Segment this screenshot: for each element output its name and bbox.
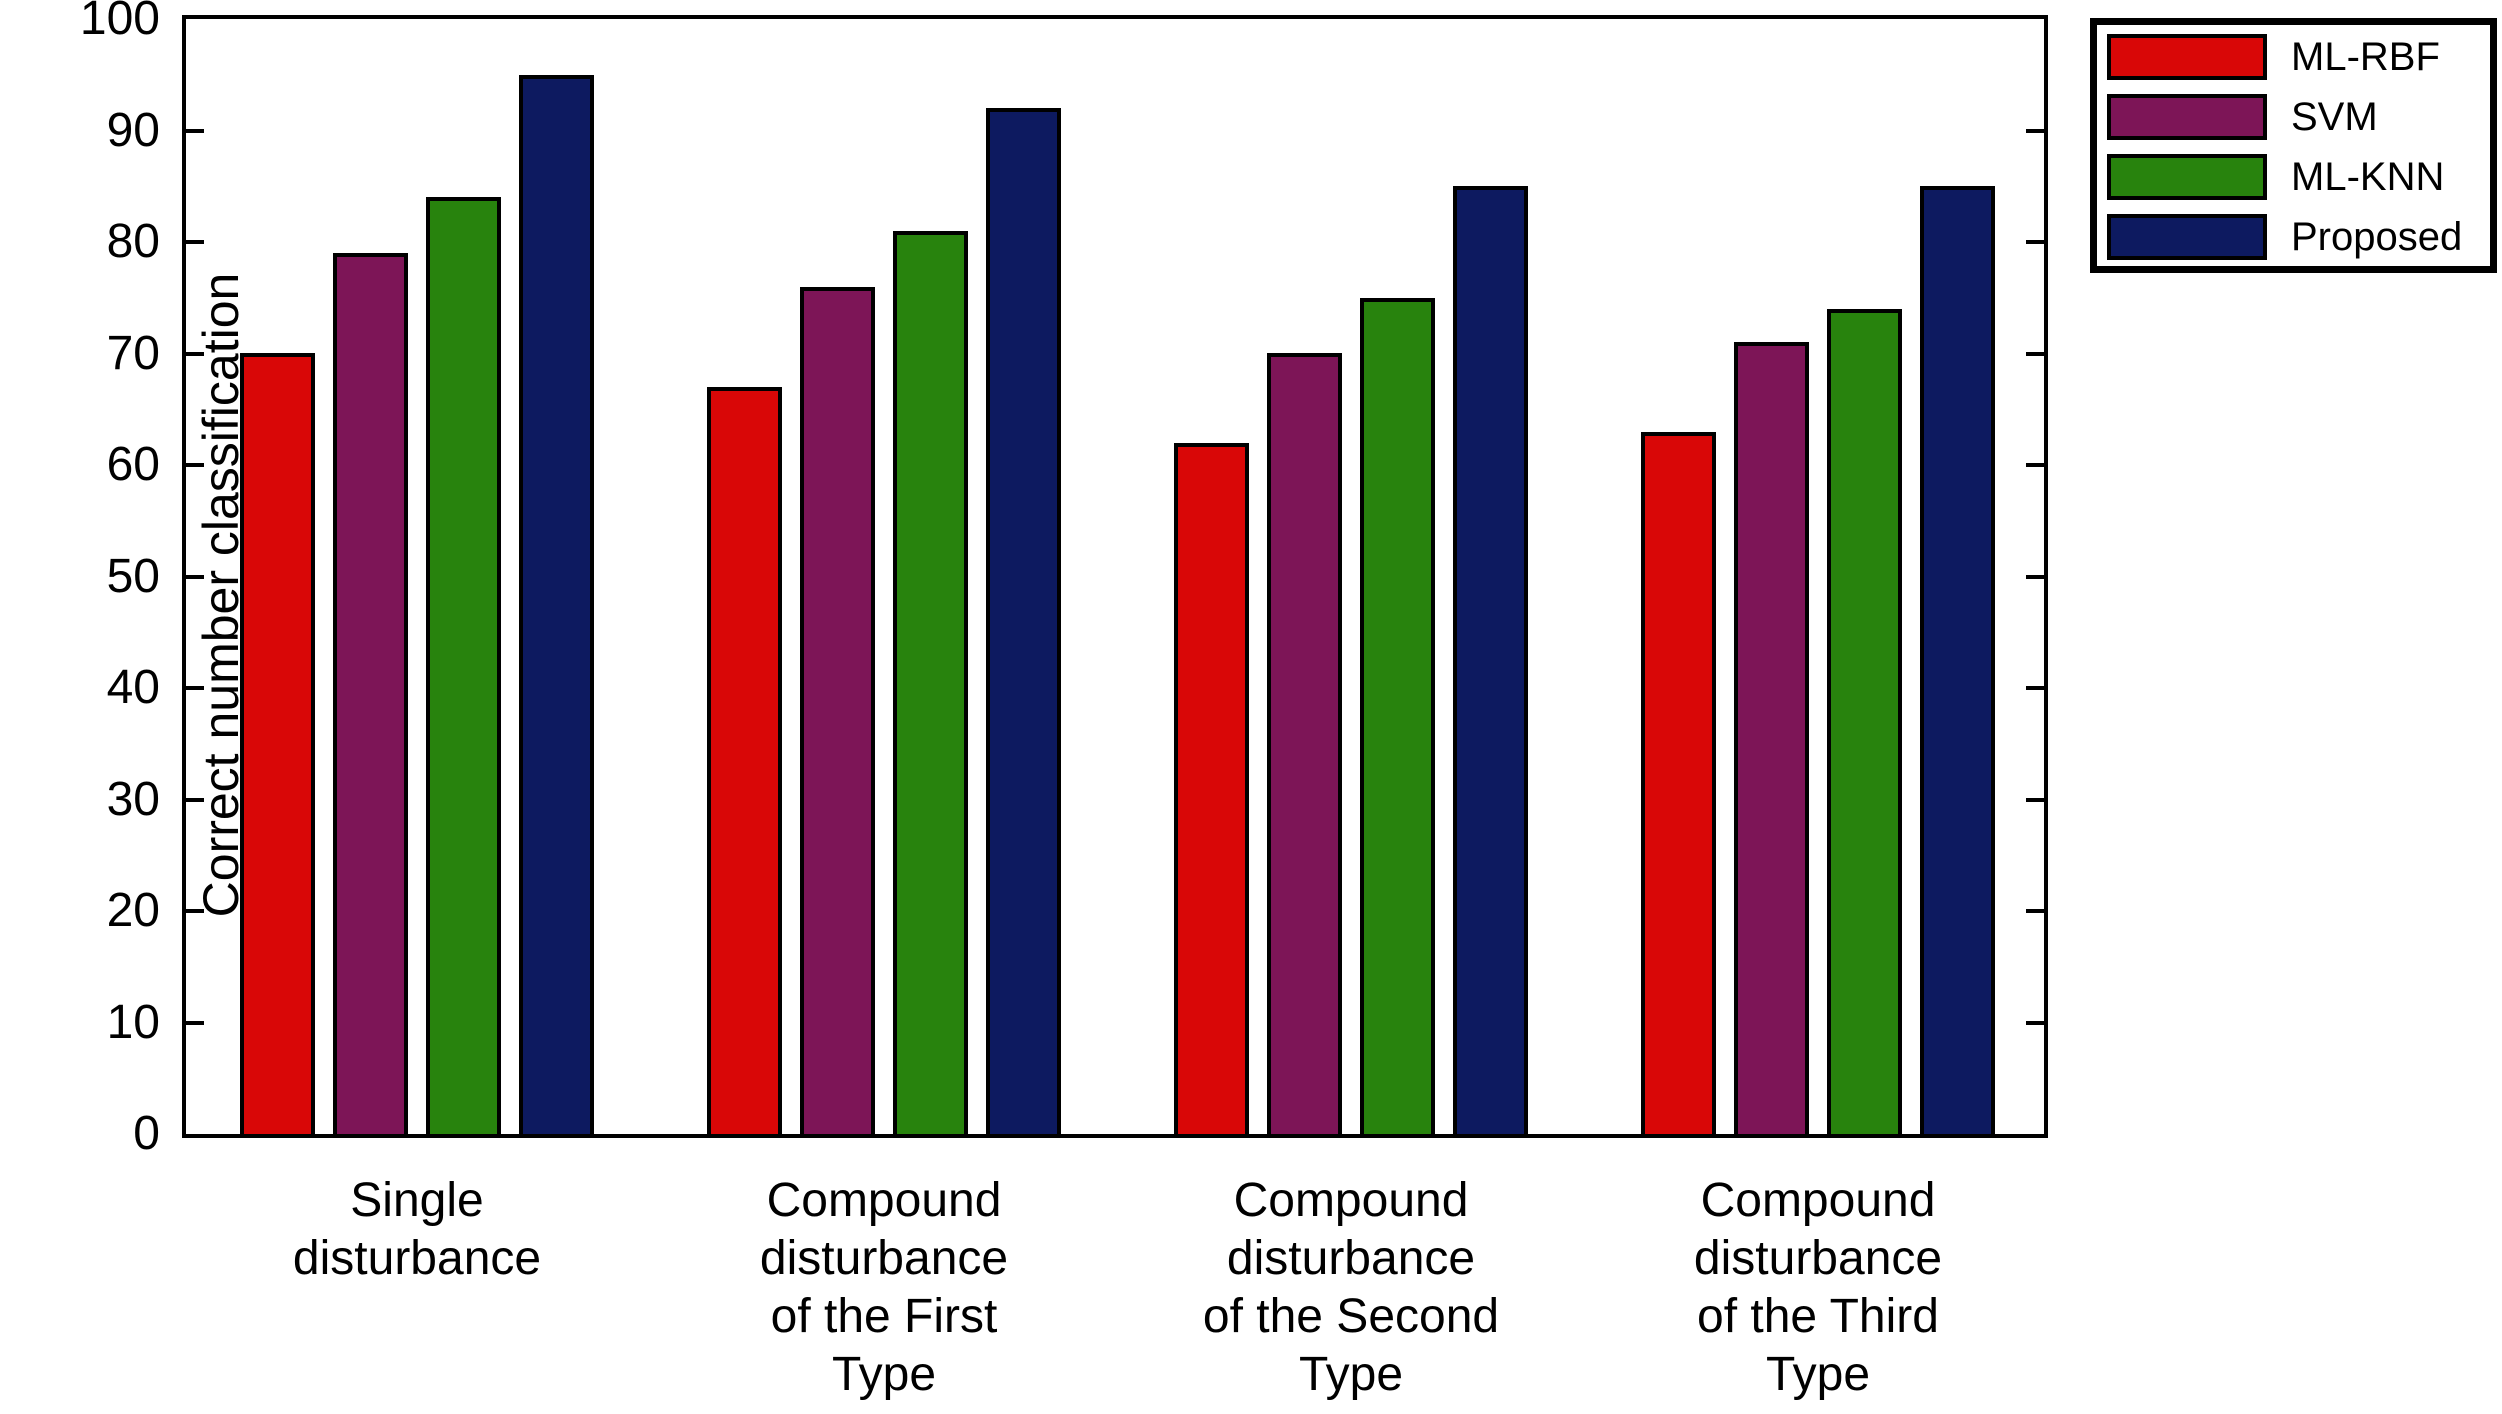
y-tick-label-80: 80 xyxy=(106,215,160,268)
y-tick-label-0: 0 xyxy=(133,1107,160,1160)
y-tick-right-50 xyxy=(2026,574,2044,579)
bar-proposed-group2 xyxy=(986,108,1061,1134)
y-tick-left-70 xyxy=(186,351,204,356)
plot-area: Correct number classification xyxy=(182,15,2048,1138)
legend-item-proposed: Proposed xyxy=(2107,214,2480,260)
y-tick-label-30: 30 xyxy=(106,772,160,826)
y-tick-label-20: 20 xyxy=(106,884,160,937)
bar-proposed-group4 xyxy=(1920,186,1995,1134)
x-category-label-line: Single xyxy=(350,1174,484,1227)
x-category-label-line: Type xyxy=(1298,1348,1404,1401)
y-tick-right-60 xyxy=(2026,463,2044,467)
x-category-label-line: Compound xyxy=(766,1174,1002,1227)
bar-ml-rbf-group3 xyxy=(1174,443,1249,1134)
y-tick-right-20 xyxy=(2026,909,2044,913)
x-category-label-4: Compound disturbance of the Third Type xyxy=(1508,1172,2128,1404)
bar-ml-knn-group4 xyxy=(1827,309,1902,1134)
legend-item-ml-rbf: ML-RBF xyxy=(2107,34,2480,80)
x-category-label-line: disturbance xyxy=(292,1232,542,1285)
y-tick-label-70: 70 xyxy=(106,326,160,380)
legend-label-ml-knn: ML-KNN xyxy=(2291,155,2445,199)
x-category-label-line: disturbance xyxy=(1693,1232,1943,1285)
y-tick-right-90 xyxy=(2026,128,2044,133)
y-axis-title: Correct number classification xyxy=(193,272,249,918)
y-tick-left-40 xyxy=(186,686,204,690)
y-tick-right-10 xyxy=(2026,1020,2044,1025)
x-category-label-line: disturbance xyxy=(759,1232,1009,1285)
x-category-label-line: Type xyxy=(831,1348,937,1401)
y-tick-label-100: 100 xyxy=(79,0,160,45)
y-tick-right-70 xyxy=(2026,351,2044,356)
y-tick-left-60 xyxy=(186,463,204,467)
y-tick-label-90: 90 xyxy=(106,103,160,157)
x-category-label-line: of the Third xyxy=(1697,1290,1939,1343)
x-category-label-line: Compound xyxy=(1700,1174,1936,1227)
bar-proposed-group3 xyxy=(1453,186,1528,1134)
legend-label-ml-rbf: ML-RBF xyxy=(2291,35,2440,79)
x-category-label-line: Type xyxy=(1765,1348,1871,1401)
legend-swatch-svm xyxy=(2107,94,2267,140)
bar-svm-group3 xyxy=(1267,353,1342,1134)
x-category-label-line: of the First xyxy=(770,1290,998,1343)
y-tick-label-50: 50 xyxy=(106,549,160,603)
bar-svm-group4 xyxy=(1734,342,1809,1134)
x-category-label-3: Compound disturbance of the Second Type xyxy=(1041,1172,1661,1404)
legend-label-svm: SVM xyxy=(2291,95,2378,139)
bar-ml-knn-group1 xyxy=(426,197,501,1134)
legend-item-ml-knn: ML-KNN xyxy=(2107,154,2480,200)
bar-ml-rbf-group4 xyxy=(1641,432,1716,1134)
bar-svm-group1 xyxy=(333,253,408,1134)
bar-ml-knn-group3 xyxy=(1360,298,1435,1134)
y-tick-left-90 xyxy=(186,128,204,133)
x-category-label-2: Compound disturbance of the First Type xyxy=(574,1172,1194,1404)
y-tick-right-30 xyxy=(2026,797,2044,802)
x-category-label-1: Single disturbance xyxy=(107,1172,727,1288)
bar-proposed-group1 xyxy=(519,75,594,1134)
y-tick-left-50 xyxy=(186,574,204,579)
bar-ml-rbf-group1 xyxy=(240,353,315,1134)
y-tick-left-20 xyxy=(186,909,204,913)
y-tick-label-60: 60 xyxy=(106,438,160,491)
legend-item-svm: SVM xyxy=(2107,94,2480,140)
bar-ml-knn-group2 xyxy=(893,231,968,1134)
legend-swatch-proposed xyxy=(2107,214,2267,260)
legend-label-proposed: Proposed xyxy=(2291,215,2463,259)
y-tick-left-10 xyxy=(186,1020,204,1025)
y-tick-right-40 xyxy=(2026,686,2044,690)
y-tick-label-10: 10 xyxy=(106,995,160,1049)
y-tick-label-40: 40 xyxy=(106,661,160,714)
x-category-label-line: Compound xyxy=(1233,1174,1469,1227)
y-tick-left-80 xyxy=(186,240,204,244)
legend: ML-RBF SVM ML-KNN Proposed xyxy=(2090,18,2497,273)
y-tick-left-30 xyxy=(186,797,204,802)
x-category-label-line: disturbance xyxy=(1226,1232,1476,1285)
legend-swatch-ml-rbf xyxy=(2107,34,2267,80)
bar-svm-group2 xyxy=(800,287,875,1134)
y-tick-right-80 xyxy=(2026,240,2044,244)
bar-ml-rbf-group2 xyxy=(707,387,782,1134)
x-category-label-line: of the Second xyxy=(1202,1290,1500,1343)
legend-swatch-ml-knn xyxy=(2107,154,2267,200)
